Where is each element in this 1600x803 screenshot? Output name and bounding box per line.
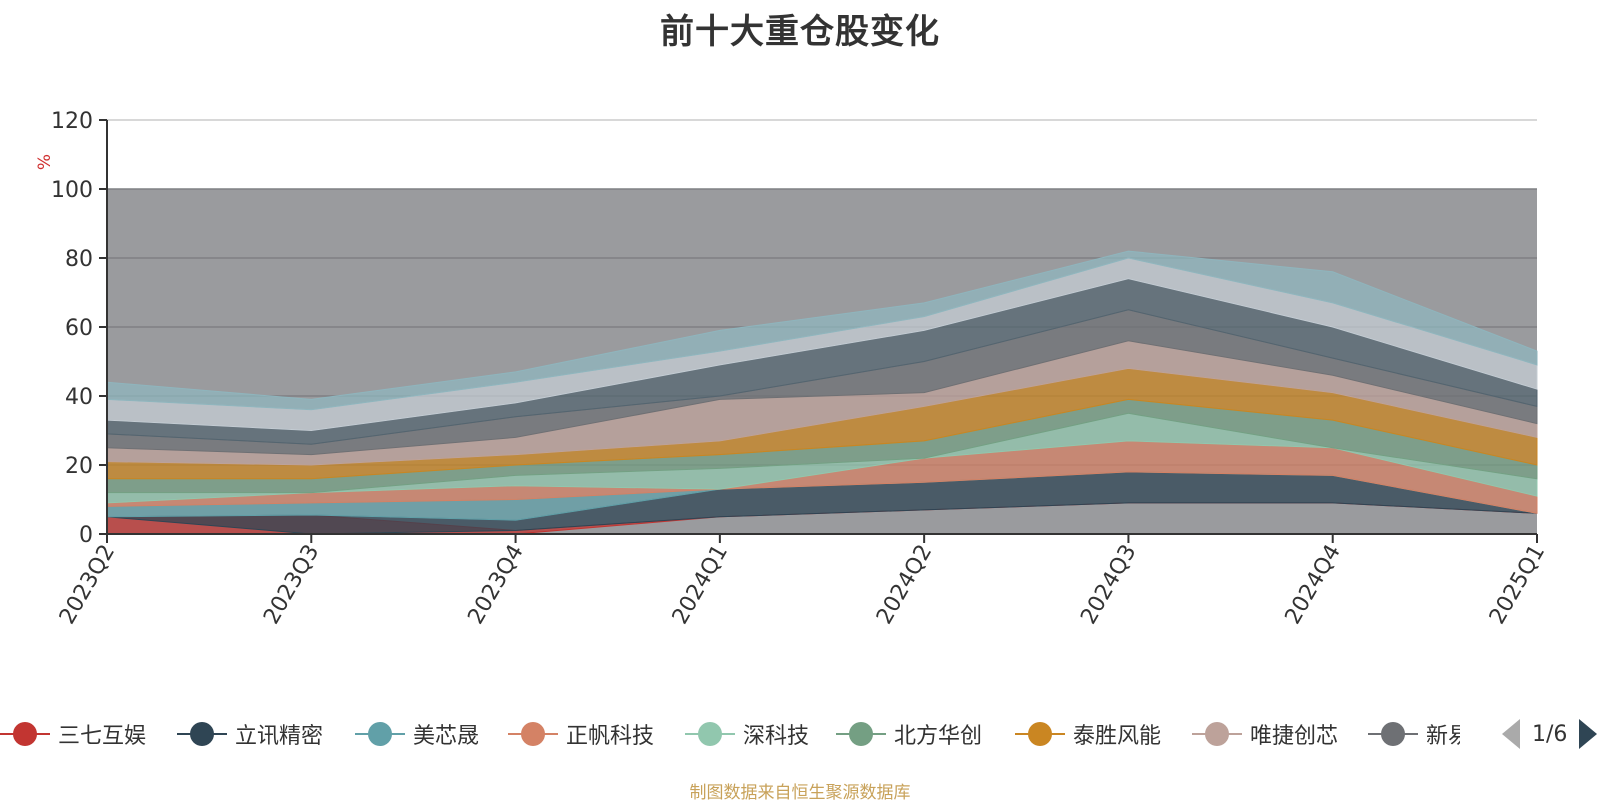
legend-label: 唯捷创芯: [1250, 724, 1339, 749]
legend-marker-icon: [1015, 719, 1065, 749]
legend-label: 三七互娱: [58, 724, 147, 749]
y-tick-label: 120: [51, 109, 93, 134]
chart-canvas: 0 20 40 60 80 100 120% 2023Q2 2023Q3 2023Q4 2024Q1…: [35, 109, 1550, 629]
y-tick-label: 40: [65, 385, 93, 410]
x-tick-label: 2024Q4: [1281, 541, 1346, 629]
legend-label: 深科技: [743, 724, 810, 749]
legend-label: 正帆科技: [566, 724, 655, 749]
y-tick-label: 100: [51, 178, 93, 203]
triangle-right-icon[interactable]: [1579, 719, 1598, 749]
y-tick-label: 20: [65, 454, 93, 479]
source-note: 制图数据来自恒生聚源数据库: [689, 783, 911, 803]
legend-marker-icon: [0, 719, 50, 749]
legend-item[interactable]: 深科技: [685, 712, 809, 756]
legend-item[interactable]: 美芯晟: [355, 712, 479, 756]
legend-label: 泰胜风能: [1073, 724, 1162, 749]
legend: 三七互娱 立讯精密 美芯晟 正帆科技 深科技 北方华创 泰胜风能 唯捷创芯 新易盛 1/6: [0, 712, 1600, 756]
legend-marker-icon: [836, 719, 886, 749]
chart-title: 前十大重仓股变化: [660, 12, 940, 52]
legend-marker-icon: [177, 719, 227, 749]
legend-items: 三七互娱 立讯精密 美芯晟 正帆科技 深科技 北方华创 泰胜风能 唯捷创芯 新易盛: [0, 712, 1460, 756]
x-tick-label: 2024Q1: [668, 541, 733, 629]
legend-item[interactable]: 新易盛: [1368, 712, 1460, 756]
legend-label: 北方华创: [894, 724, 983, 749]
legend-marker-icon: [508, 719, 558, 749]
legend-label: 新易盛: [1426, 724, 1460, 749]
legend-marker-icon: [355, 719, 405, 749]
legend-marker-icon: [685, 719, 735, 749]
legend-marker-icon: [1368, 719, 1418, 749]
triangle-left-icon[interactable]: [1502, 719, 1520, 749]
x-tick-label: 2024Q2: [872, 541, 937, 629]
legend-label: 立讯精密: [235, 724, 324, 749]
x-tick-label: 2025Q1: [1485, 541, 1550, 629]
y-tick-label: 0: [79, 523, 93, 548]
area-layer-11: [106, 250, 1538, 411]
legend-item[interactable]: 泰胜风能: [1015, 712, 1161, 756]
y-axis-unit: %: [35, 154, 55, 170]
x-tick-label: 2023Q3: [259, 541, 324, 629]
x-tick-label: 2024Q3: [1076, 541, 1141, 629]
x-tick-label: 2023Q4: [463, 541, 528, 629]
legend-page-indicator: 1/6: [1532, 721, 1568, 747]
legend-item[interactable]: 唯捷创芯: [1192, 712, 1338, 756]
legend-item[interactable]: 正帆科技: [508, 712, 654, 756]
y-tick-label: 60: [65, 316, 93, 341]
legend-item[interactable]: 北方华创: [836, 712, 982, 756]
legend-marker-icon: [1192, 719, 1242, 749]
legend-item[interactable]: 三七互娱: [0, 712, 146, 756]
legend-item[interactable]: 立讯精密: [177, 712, 323, 756]
x-tick-label: 2023Q2: [55, 541, 120, 629]
legend-label: 美芯晟: [413, 724, 480, 749]
legend-pager: 1/6: [1500, 712, 1600, 756]
y-tick-label: 80: [65, 247, 93, 272]
